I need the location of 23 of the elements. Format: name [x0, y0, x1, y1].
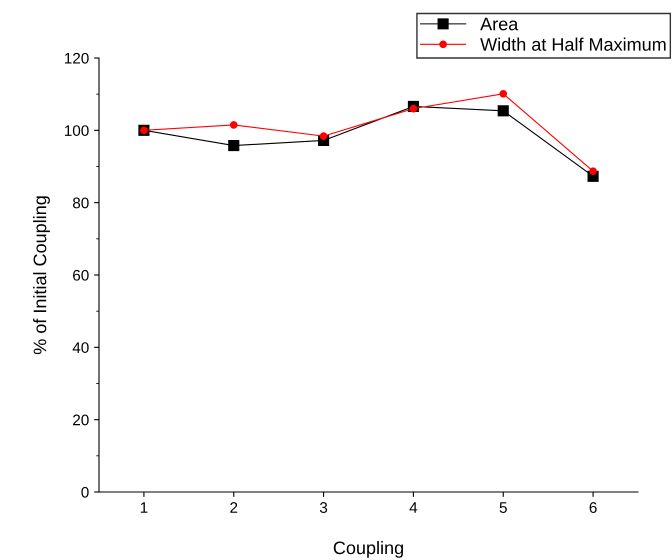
point — [498, 105, 509, 116]
y-tick-label: 100 — [64, 125, 89, 136]
x-tick-label: 3 — [320, 502, 328, 513]
point — [230, 121, 238, 129]
legend-label: Width at Half Maximum — [480, 38, 666, 51]
y-tick-label: 20 — [73, 414, 89, 426]
y-tick-label: 40 — [72, 342, 89, 354]
point — [499, 90, 508, 98]
y-tick-label: 120 — [64, 52, 89, 64]
y-tick-label: 0 — [81, 486, 89, 498]
x-tick-label: 1 — [140, 502, 148, 513]
x-tick-label: 6 — [590, 502, 597, 513]
y-axis-title: % of Initial Coupling — [33, 196, 50, 354]
legend-label: Area — [480, 18, 518, 30]
point — [320, 132, 328, 140]
x-axis-title: Coupling — [334, 540, 403, 558]
y-tick-label: 80 — [72, 198, 89, 208]
x-tick-label: 2 — [230, 502, 238, 513]
point — [228, 140, 240, 152]
x-tick-label: 5 — [500, 502, 507, 513]
point — [589, 167, 597, 176]
y-tick-label: 60 — [73, 270, 89, 281]
x-tick-label: 4 — [410, 502, 418, 513]
